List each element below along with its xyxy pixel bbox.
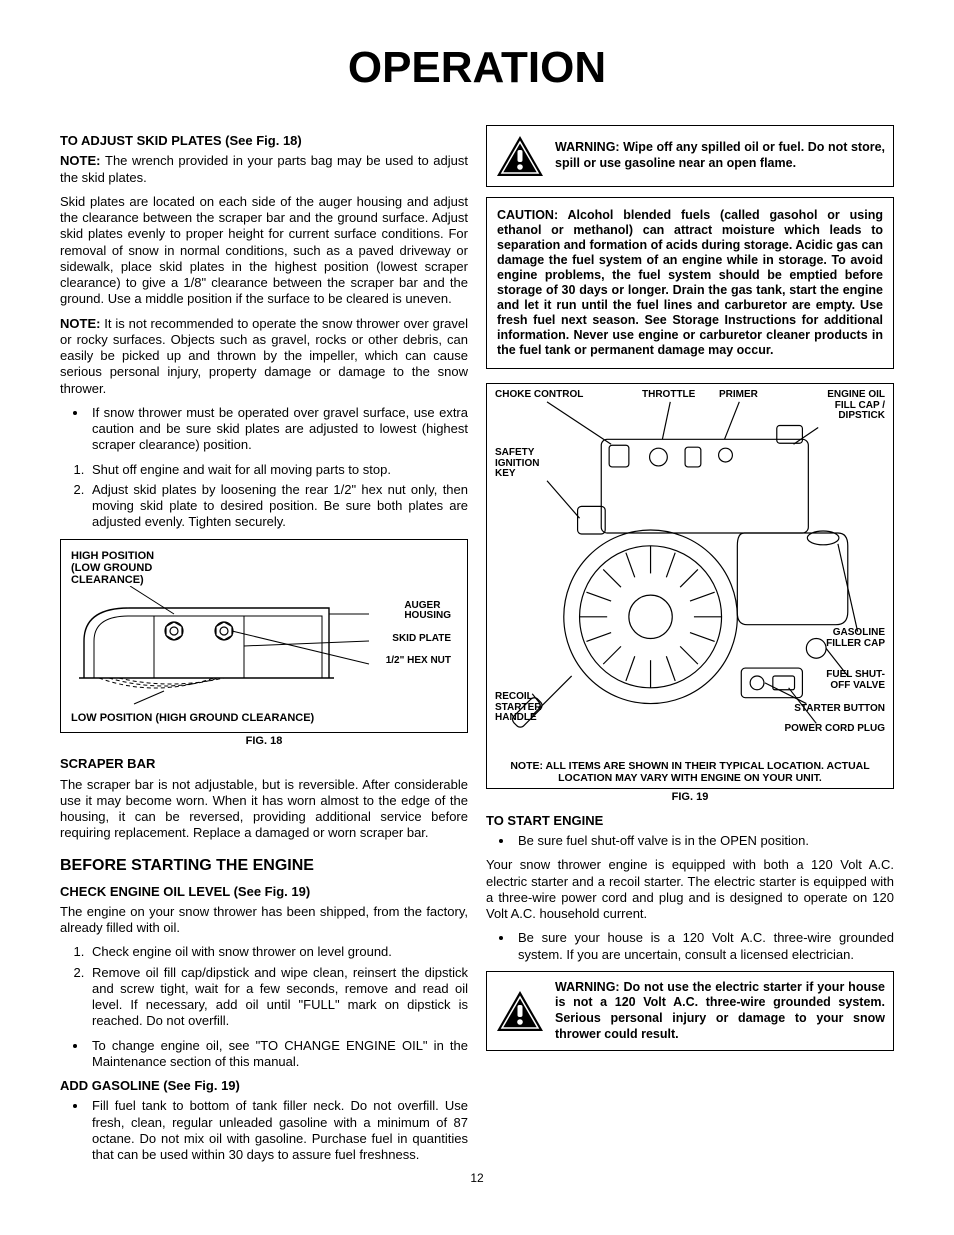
left-column: TO ADJUST SKID PLATES (See Fig. 18) NOTE… xyxy=(60,125,468,1171)
fig19-note: NOTE: ALL ITEMS ARE SHOWN IN THEIR TYPIC… xyxy=(493,760,887,784)
heading-add-gasoline: ADD GASOLINE (See Fig. 19) xyxy=(60,1078,468,1094)
note-text: It is not recommended to operate the sno… xyxy=(60,316,468,396)
figure-19-box: CHOKE CONTROL THROTTLE PRIMER ENGINE OIL… xyxy=(486,383,894,789)
warning-box-fuel-spill: WARNING: Wipe off any spilled oil or fue… xyxy=(486,125,894,187)
heading-to-start-engine: TO START ENGINE xyxy=(486,813,894,829)
paragraph-starter-info: Your snow thrower engine is equipped wit… xyxy=(486,857,894,922)
fig18-diagram xyxy=(71,586,457,706)
fig18-label-hex: 1/2" HEX NUT xyxy=(386,656,451,667)
warning-box-electric-starter: WARNING: Do not use the electric starter… xyxy=(486,971,894,1052)
warning-text: WARNING: Do not use the electric starter… xyxy=(555,980,885,1043)
page-number: 12 xyxy=(60,1171,894,1186)
fig18-label-auger: AUGER HOUSING xyxy=(404,601,451,622)
list-item: Remove oil fill cap/dipstick and wipe cl… xyxy=(88,965,468,1030)
caution-box-alcohol-fuel: CAUTION: Alcohol blended fuels (called g… xyxy=(486,197,894,369)
fig19-caption: FIG. 19 xyxy=(486,791,894,805)
list-item: Fill fuel tank to bottom of tank filler … xyxy=(88,1098,468,1163)
fig19-engine-diagram xyxy=(487,390,893,745)
paragraph-skid-location: Skid plates are located on each side of … xyxy=(60,194,468,308)
bullet-list-oil-change: To change engine oil, see "TO CHANGE ENG… xyxy=(60,1038,468,1071)
bullet-list-gravel: If snow thrower must be operated over gr… xyxy=(60,405,468,454)
bullet-list-start-2: Be sure your house is a 120 Volt A.C. th… xyxy=(486,930,894,963)
two-column-layout: TO ADJUST SKID PLATES (See Fig. 18) NOTE… xyxy=(60,125,894,1171)
warning-triangle-icon xyxy=(495,134,545,178)
note-label: NOTE: xyxy=(60,316,104,331)
ordered-list-skid-steps: Shut off engine and wait for all moving … xyxy=(60,462,468,531)
list-item: Adjust skid plates by loosening the rear… xyxy=(88,482,468,531)
note-gravel: NOTE: It is not recommended to operate t… xyxy=(60,316,468,397)
bullet-list-gasoline: Fill fuel tank to bottom of tank filler … xyxy=(60,1098,468,1163)
list-item: Check engine oil with snow thrower on le… xyxy=(88,944,468,960)
page-title: OPERATION xyxy=(60,40,894,95)
note-label: NOTE: xyxy=(60,153,105,168)
list-item: To change engine oil, see "TO CHANGE ENG… xyxy=(88,1038,468,1071)
caution-text: CAUTION: Alcohol blended fuels (called g… xyxy=(497,208,883,358)
fig18-label-high: HIGH POSITION (LOW GROUND CLEARANCE) xyxy=(71,550,154,586)
heading-scraper-bar: SCRAPER BAR xyxy=(60,756,468,772)
list-item: If snow thrower must be operated over gr… xyxy=(88,405,468,454)
right-column: WARNING: Wipe off any spilled oil or fue… xyxy=(486,125,894,1171)
bullet-list-start-1: Be sure fuel shut-off valve is in the OP… xyxy=(486,833,894,849)
paragraph-scraper: The scraper bar is not adjustable, but i… xyxy=(60,777,468,842)
warning-text: WARNING: Wipe off any spilled oil or fue… xyxy=(555,140,885,171)
heading-skid-plates: TO ADJUST SKID PLATES (See Fig. 18) xyxy=(60,133,468,149)
heading-before-start: BEFORE STARTING THE ENGINE xyxy=(60,856,468,876)
fig18-label-skid: SKID PLATE xyxy=(392,634,451,645)
list-item: Shut off engine and wait for all moving … xyxy=(88,462,468,478)
ordered-list-oil-steps: Check engine oil with snow thrower on le… xyxy=(60,944,468,1029)
warning-triangle-icon xyxy=(495,989,545,1033)
note-text: The wrench provided in your parts bag ma… xyxy=(60,153,468,184)
note-wrench: NOTE: The wrench provided in your parts … xyxy=(60,153,468,186)
list-item: Be sure fuel shut-off valve is in the OP… xyxy=(514,833,894,849)
figure-18-box: HIGH POSITION (LOW GROUND CLEARANCE) xyxy=(60,539,468,733)
fig18-caption: FIG. 18 xyxy=(60,735,468,749)
heading-check-oil: CHECK ENGINE OIL LEVEL (See Fig. 19) xyxy=(60,884,468,900)
fig18-label-low: LOW POSITION (HIGH GROUND CLEARANCE) xyxy=(71,712,457,726)
list-item: Be sure your house is a 120 Volt A.C. th… xyxy=(514,930,894,963)
paragraph-oil-shipped: The engine on your snow thrower has been… xyxy=(60,904,468,937)
